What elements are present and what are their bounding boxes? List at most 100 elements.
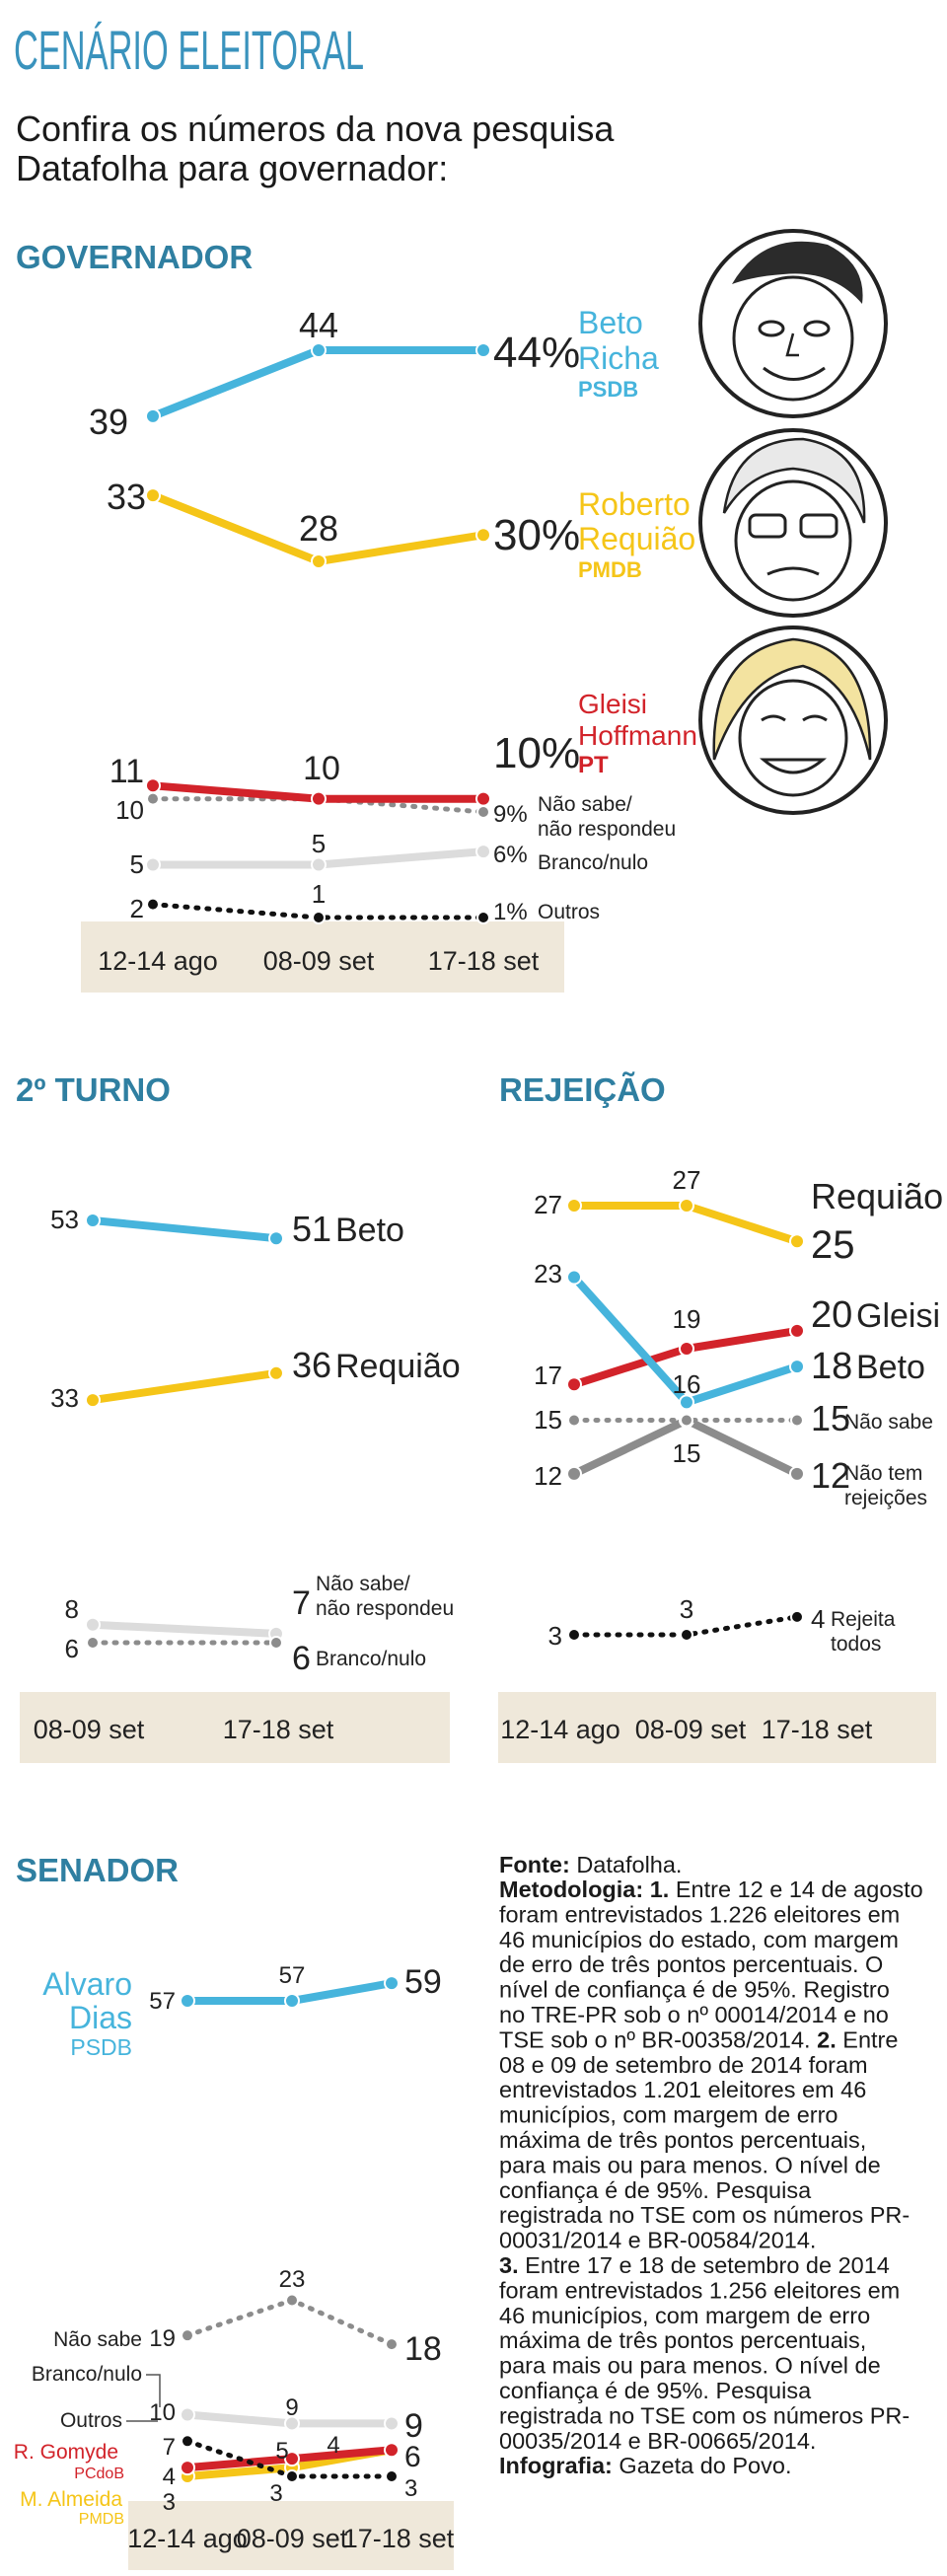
methodology-segment: Gazeta do Povo. — [613, 2453, 792, 2478]
rej-axis-label-2: 17-18 set — [762, 1715, 873, 1744]
t2-beto-point-0 — [85, 1213, 101, 1228]
rej-naotem-name-2: rejeições — [844, 1487, 927, 1509]
gov-requiao-name-2: Requião — [578, 521, 695, 556]
rej-naosabe-point-1 — [680, 1413, 693, 1428]
chart-governador: 39 44 33 28 11 10 10 5 5 2 1 44% 30% 10% 9% 6% 1% BetoRic… — [89, 305, 697, 976]
gov-naosabe-name-1: Não sabe/ — [538, 793, 632, 816]
methodology-segment: registrada no TSE com os números PR- — [499, 2402, 910, 2428]
methodology-segment: TSE sob o nº BR-00358/2014. — [499, 2026, 817, 2052]
rej-naotem-label-0: 12 — [534, 1461, 562, 1491]
subtitle-line-1: Confira os números da nova pesquisa — [16, 109, 615, 149]
methodology-segment: Entre 17 e 18 de setembro de 2014 — [519, 2252, 890, 2278]
sen-axis-label-0: 12-14 ago — [127, 2524, 248, 2553]
rej-rejeita-name-1: Rejeita — [831, 1608, 896, 1631]
gov-naosabe-final: 9% — [493, 801, 528, 828]
section-title-rejeicao: REJEIÇÃO — [499, 1071, 666, 1108]
rej-requiao-label-0: 27 — [534, 1190, 562, 1219]
t2-naosabe-point-0 — [85, 1616, 101, 1633]
sen-naosabe-line — [184, 2298, 395, 2347]
methodology-segment: municípios, com margem de erro — [499, 2102, 838, 2128]
sen-alvaro-name-1: Alvaro — [42, 1966, 132, 2002]
gov-beto-name-2: Richa — [578, 340, 659, 376]
t2-naosabe-end: 7 — [292, 1584, 311, 1622]
gov-gleisi-point-2 — [475, 790, 491, 807]
rej-rejeita-label-1: 3 — [680, 1594, 693, 1624]
section-title-2turno: 2º TURNO — [16, 1071, 171, 1108]
t2-requiao-line — [89, 1368, 280, 1405]
rej-beto-label-1: 16 — [673, 1369, 701, 1399]
t2-branco-start: 6 — [65, 1634, 79, 1663]
rej-naosabe-end: 15 — [811, 1398, 850, 1438]
sen-naosabe-label-0: 19 — [149, 2325, 176, 2352]
rej-requiao-name: Requião — [811, 1176, 943, 1216]
rej-requiao-point-1 — [679, 1198, 694, 1214]
gov-gleisi-label-1: 10 — [303, 750, 340, 787]
rej-gleisi-end: 20 — [811, 1294, 852, 1336]
t2-branco-name: Branco/nulo — [316, 1648, 426, 1670]
methodology-line-13: registrada no TSE com os números PR- — [499, 2202, 910, 2228]
sen-outros-point-0 — [181, 2434, 194, 2449]
sen-outros-name: Outros — [60, 2409, 122, 2432]
gov-branco-point-0 — [145, 856, 161, 873]
methodology-line-7: 08 e 09 de setembro de 2014 foram — [499, 2052, 868, 2078]
methodology-segment: 3. — [499, 2252, 519, 2278]
methodology-line-15: 3. Entre 17 e 18 de setembro de 2014 — [499, 2252, 890, 2278]
methodology-line-5: no TRE-PR sob o nº 00014/2014 e no — [499, 2002, 889, 2027]
rej-beto-label-0: 23 — [534, 1259, 562, 1288]
gov-branco-point-1 — [311, 856, 327, 873]
sen-almeida-label-0: 3 — [163, 2489, 176, 2516]
methodology-segment: Infografia: — [499, 2453, 613, 2478]
sen-gomyde-point-2 — [384, 2442, 400, 2459]
main-title: CENÁRIO ELEITORAL — [14, 19, 364, 81]
t2-naosabe-line — [89, 1620, 280, 1638]
sen-naosabe-point-1 — [285, 2293, 299, 2308]
methodology-line-22: 00035/2014 e BR-00665/2014. — [499, 2428, 816, 2454]
axis-band-governador — [81, 921, 564, 993]
methodology-segment: foram entrevistados 1.256 eleitores em — [499, 2277, 900, 2303]
gov-outros-name: Outros — [538, 901, 600, 923]
t2-branco-end: 6 — [292, 1640, 311, 1677]
rej-axis-label-1: 08-09 set — [635, 1715, 747, 1744]
gov-requiao-name-1: Roberto — [578, 486, 691, 522]
gov-requiao-party: PMDB — [578, 557, 642, 582]
axis-band-2turno — [20, 1692, 450, 1763]
rej-requiao-end: 25 — [811, 1223, 855, 1267]
sen-almeida-label-1: 4 — [327, 2432, 339, 2459]
rej-naosabe-point-2 — [790, 1413, 804, 1428]
rej-naotem-point-0 — [566, 1465, 582, 1482]
methodology-line-14: 00031/2014 e BR-00584/2014. — [499, 2228, 816, 2253]
gov-beto-line — [149, 346, 487, 420]
rej-rejeita-point-0 — [567, 1628, 581, 1642]
methodology-line-19: para mais ou para menos. O nível de — [499, 2353, 881, 2379]
gov-outros-point-1 — [312, 911, 326, 924]
t2-requiao-point-1 — [268, 1364, 284, 1381]
methodology-line-10: máxima de três pontos percentuais, — [499, 2127, 866, 2153]
methodology-segment: 08 e 09 de setembro de 2014 foram — [499, 2052, 868, 2078]
rej-axis-label-0: 12-14 ago — [500, 1715, 620, 1744]
gov-gleisi-name-2: Hoffmann — [578, 720, 697, 751]
rej-gleisi-label-0: 17 — [534, 1361, 562, 1390]
sen-almeida-party: PMDB — [79, 2511, 124, 2528]
fonte-value: Datafolha. — [570, 1852, 683, 1877]
methodology-segment: para mais ou para menos. O nível de — [499, 2152, 881, 2177]
methodology-line-23: Infografia: Gazeta do Povo. — [499, 2453, 791, 2478]
rej-rejeita-label-0: 3 — [548, 1621, 562, 1651]
sen-branco-leader — [146, 2374, 161, 2407]
gov-beto-final: 44% — [493, 329, 580, 377]
gov-branco-label-0: 5 — [130, 849, 144, 879]
rej-naotem-end: 12 — [811, 1455, 850, 1496]
methodology-segment: Entre 12 e 14 de agosto — [669, 1877, 922, 1902]
sen-gomyde-party: PCdoB — [74, 2466, 124, 2482]
methodology-text: Metodologia: 1. Entre 12 e 14 de agostof… — [499, 1877, 923, 2478]
sen-naosabe-end: 18 — [404, 2330, 442, 2368]
sen-outros-label-1: 3 — [269, 2480, 282, 2507]
gov-branco-final: 6% — [493, 842, 528, 868]
sen-branco-point-2 — [384, 2415, 400, 2432]
candidate-portrait-gleisi — [698, 626, 888, 815]
methodology-line-3: de erro de três pontos percentuais. O — [499, 1951, 883, 1977]
gov-requiao-label-1: 28 — [299, 508, 338, 549]
gov-naosabe-point-0 — [146, 791, 160, 806]
t2-naosabe-name-2: não respondeu — [316, 1597, 454, 1620]
gov-beto-name-1: Beto — [578, 305, 643, 340]
sen-alvaro-point-1 — [284, 1993, 300, 2009]
